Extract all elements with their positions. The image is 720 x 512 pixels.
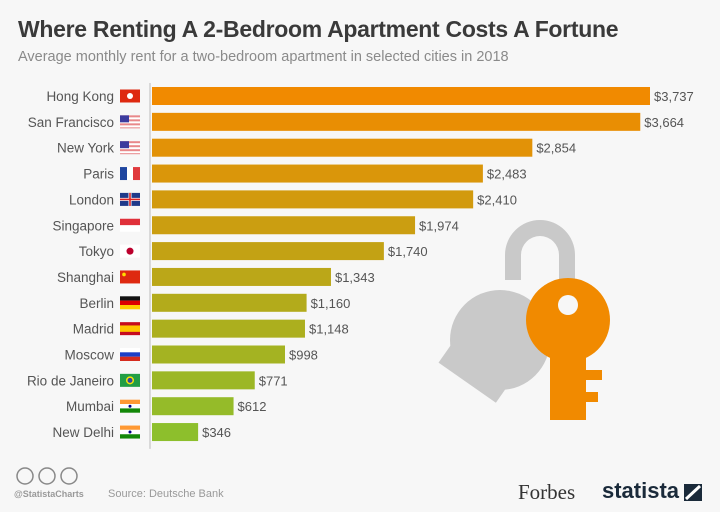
data-label: $1,160	[311, 296, 351, 311]
flag-cn-icon	[120, 270, 140, 284]
category-label: Singapore	[52, 218, 114, 233]
flag-hk-icon	[120, 89, 140, 103]
category-label: Paris	[83, 167, 114, 182]
data-label: $1,343	[335, 270, 375, 285]
flag-br-icon	[120, 373, 140, 387]
bar-moscow	[152, 345, 285, 364]
category-label: London	[69, 192, 114, 207]
bar-san-francisco	[152, 112, 641, 131]
flag-ru-icon	[120, 348, 140, 361]
category-label: Tokyo	[79, 244, 114, 259]
data-label: $998	[289, 348, 318, 363]
flag-de-icon	[120, 296, 140, 310]
flag-es-icon	[120, 322, 140, 336]
data-label: $346	[202, 425, 231, 440]
category-label: Mumbai	[66, 399, 114, 414]
bar-mumbai	[152, 397, 234, 416]
category-label: Rio de Janeiro	[27, 373, 114, 388]
chart-subtitle: Average monthly rent for a two-bedroom a…	[18, 49, 509, 65]
category-label: Berlin	[79, 296, 114, 311]
flag-us-icon	[120, 115, 140, 129]
gray-key	[438, 220, 575, 403]
statista-logo-icon	[684, 484, 702, 501]
data-label: $3,664	[644, 115, 684, 130]
forbes-logo: Forbes	[518, 480, 576, 504]
chart-title: Where Renting A 2-Bedroom Apartment Cost…	[18, 16, 619, 42]
bar-berlin	[152, 293, 307, 312]
orange-key	[526, 278, 610, 420]
data-label: $2,854	[536, 141, 576, 156]
data-label: $1,740	[388, 244, 428, 259]
statista-logo: statista	[602, 478, 680, 503]
category-label: New York	[57, 141, 114, 156]
data-label: $612	[238, 399, 267, 414]
data-label: $2,410	[477, 192, 517, 207]
category-label: San Francisco	[28, 115, 114, 130]
data-label: $2,483	[487, 167, 527, 182]
bar-shanghai	[152, 267, 331, 286]
category-label: Hong Kong	[46, 89, 114, 104]
bar-tokyo	[152, 242, 384, 261]
category-label: Shanghai	[57, 270, 114, 285]
flag-jp-icon	[120, 244, 140, 258]
bar-london	[152, 190, 474, 209]
cc-license-icon	[16, 467, 78, 485]
bar-singapore	[152, 216, 416, 235]
bar-hong-kong	[152, 87, 650, 105]
data-label: $1,148	[309, 322, 349, 337]
bar-paris	[152, 164, 483, 183]
bar-new-york	[152, 138, 533, 157]
category-label: Madrid	[73, 322, 114, 337]
flag-sg-icon	[120, 218, 140, 232]
bar-madrid	[152, 319, 305, 338]
data-label: $3,737	[654, 89, 694, 104]
category-label: Moscow	[64, 348, 114, 363]
flag-in-icon	[120, 399, 140, 413]
statista-handle: @StatistaCharts	[14, 489, 84, 499]
data-label: $1,974	[419, 218, 459, 233]
data-label: $771	[259, 373, 288, 388]
bar-new-delhi	[152, 423, 199, 442]
category-label: New Delhi	[52, 425, 114, 440]
flag-fr-icon	[120, 167, 140, 181]
flag-in-icon	[120, 425, 140, 439]
bar-rio-de-janeiro	[152, 371, 255, 390]
flag-gb-icon	[120, 192, 140, 206]
flag-us-icon	[120, 141, 140, 155]
source-note: Source: Deutsche Bank	[108, 488, 224, 500]
